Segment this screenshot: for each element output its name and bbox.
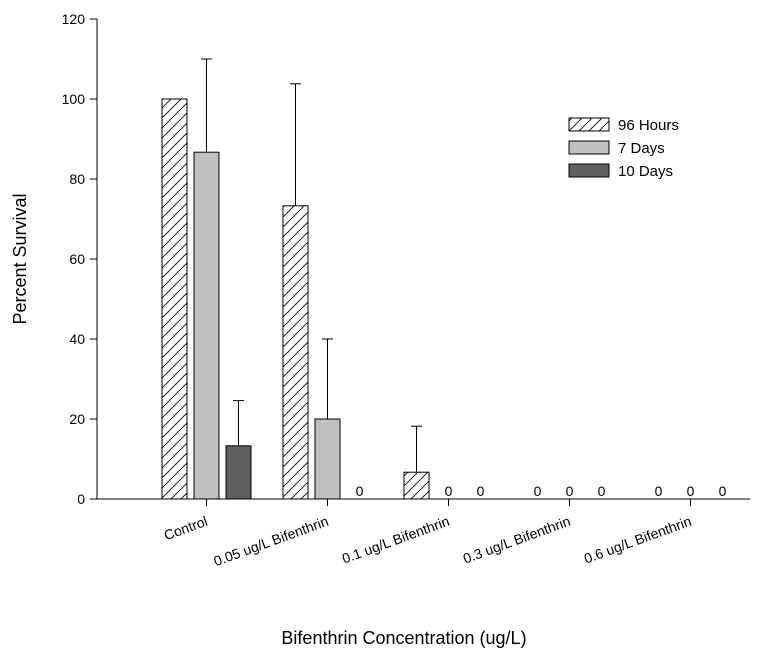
x-tick-label: 0.3 ug/L Bifenthrin <box>461 513 573 567</box>
legend-swatch <box>568 117 610 132</box>
bar <box>314 418 341 500</box>
x-tick-label: 0.1 ug/L Bifenthrin <box>340 513 452 567</box>
x-tick-label: Control <box>162 513 210 543</box>
zero-value-label: 0 <box>655 483 663 499</box>
legend-swatch <box>568 140 610 155</box>
legend-swatch <box>568 163 610 178</box>
y-tick-label: 80 <box>69 171 85 187</box>
zero-value-label: 0 <box>566 483 574 499</box>
bar <box>403 471 430 500</box>
y-tick-label: 60 <box>69 251 85 267</box>
y-axis-title: Percent Survival <box>10 193 30 324</box>
bar <box>282 205 309 500</box>
bar <box>161 98 188 500</box>
y-tick-label: 40 <box>69 331 85 347</box>
x-tick-label: 0.05 ug/L Bifenthrin <box>211 513 330 569</box>
zero-value-label: 0 <box>687 483 695 499</box>
legend-label: 10 Days <box>618 163 673 180</box>
zero-value-label: 0 <box>356 483 364 499</box>
zero-value-label: 0 <box>534 483 542 499</box>
zero-value-label: 0 <box>719 483 727 499</box>
y-tick-label: 0 <box>77 491 85 507</box>
zero-value-label: 0 <box>477 483 485 499</box>
y-tick-label: 100 <box>62 91 86 107</box>
x-tick-label: 0.6 ug/L Bifenthrin <box>582 513 694 567</box>
bar <box>225 445 252 500</box>
legend-label: 7 Days <box>618 140 665 157</box>
zero-value-label: 0 <box>445 483 453 499</box>
legend-label: 96 Hours <box>618 117 679 134</box>
y-tick-label: 120 <box>62 11 86 27</box>
x-axis-title: Bifenthrin Concentration (ug/L) <box>281 628 526 648</box>
bar <box>193 151 220 500</box>
y-tick-label: 20 <box>69 411 85 427</box>
zero-value-label: 0 <box>598 483 606 499</box>
